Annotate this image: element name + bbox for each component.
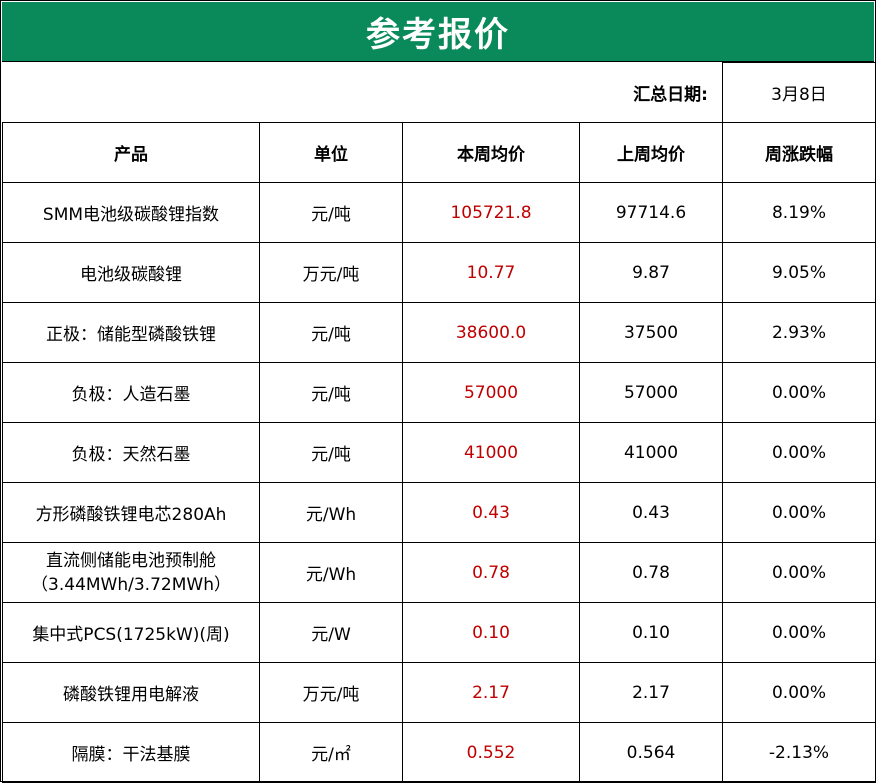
cell-product-line1: 直流侧储能电池预制舱 xyxy=(46,550,216,571)
cell-product: 负极：人造石墨 xyxy=(2,362,260,423)
summary-date-value: 3月8日 xyxy=(722,62,876,123)
column-header-unit: 单位 xyxy=(259,122,403,183)
cell-this-week: 38600.0 xyxy=(402,302,580,363)
table-row: 集中式PCS(1725kW)(周) 元/W 0.10 0.10 0.00% xyxy=(2,602,876,663)
cell-this-week: 0.552 xyxy=(402,722,580,783)
summary-spacer xyxy=(260,63,403,123)
cell-this-week: 0.43 xyxy=(402,482,580,543)
cell-this-week: 57000 xyxy=(402,362,580,423)
cell-change: 0.00% xyxy=(722,422,876,483)
cell-unit: 万元/吨 xyxy=(259,662,403,723)
cell-product: SMM电池级碳酸锂指数 xyxy=(2,182,260,243)
table-row: 直流侧储能电池预制舱 （3.44MWh/3.72MWh） 元/Wh 0.78 0… xyxy=(2,542,876,603)
cell-product: 方形磷酸铁锂电芯280Ah xyxy=(2,482,260,543)
summary-date-label: 汇总日期: xyxy=(633,84,708,105)
cell-last-week: 0.10 xyxy=(579,602,723,663)
cell-change: 0.00% xyxy=(722,482,876,543)
cell-last-week: 57000 xyxy=(579,362,723,423)
cell-this-week: 0.10 xyxy=(402,602,580,663)
cell-unit: 元/吨 xyxy=(259,182,403,243)
cell-last-week: 2.17 xyxy=(579,662,723,723)
cell-unit: 元/吨 xyxy=(259,302,403,363)
cell-this-week: 105721.8 xyxy=(402,182,580,243)
cell-product: 集中式PCS(1725kW)(周) xyxy=(2,602,260,663)
cell-unit: 元/㎡ xyxy=(259,722,403,783)
cell-unit: 元/W xyxy=(259,602,403,663)
cell-change: 9.05% xyxy=(722,242,876,303)
cell-product-line2: （3.44MWh/3.72MWh） xyxy=(31,574,231,595)
cell-change: 0.00% xyxy=(722,542,876,603)
summary-spacer xyxy=(3,63,260,123)
cell-change: 0.00% xyxy=(722,662,876,723)
table-row: 正极：储能型磷酸铁锂 元/吨 38600.0 37500 2.93% xyxy=(2,302,876,363)
table-row: 负极：人造石墨 元/吨 57000 57000 0.00% xyxy=(2,362,876,423)
table-row: SMM电池级碳酸锂指数 元/吨 105721.8 97714.6 8.19% xyxy=(2,182,876,243)
cell-unit: 万元/吨 xyxy=(259,242,403,303)
cell-this-week: 41000 xyxy=(402,422,580,483)
cell-last-week: 0.78 xyxy=(579,542,723,603)
table-row: 方形磷酸铁锂电芯280Ah 元/Wh 0.43 0.43 0.00% xyxy=(2,482,876,543)
price-table: 汇总日期: 3月8日 产品 单位 本周均价 上周均价 周涨跌幅 SMM电池级碳酸… xyxy=(2,62,876,783)
cell-unit: 元/吨 xyxy=(259,362,403,423)
cell-change: -2.13% xyxy=(722,722,876,783)
cell-product: 直流侧储能电池预制舱 （3.44MWh/3.72MWh） xyxy=(2,542,260,603)
cell-product: 负极：天然石墨 xyxy=(2,422,260,483)
column-header-change: 周涨跌幅 xyxy=(722,122,876,183)
cell-last-week: 9.87 xyxy=(579,242,723,303)
cell-change: 8.19% xyxy=(722,182,876,243)
column-header-product: 产品 xyxy=(2,122,260,183)
table-row: 电池级碳酸锂 万元/吨 10.77 9.87 9.05% xyxy=(2,242,876,303)
cell-change: 0.00% xyxy=(722,362,876,423)
cell-unit: 元/Wh xyxy=(259,482,403,543)
cell-product: 正极：储能型磷酸铁锂 xyxy=(2,302,260,363)
table-row: 负极：天然石墨 元/吨 41000 41000 0.00% xyxy=(2,422,876,483)
cell-last-week: 0.43 xyxy=(579,482,723,543)
cell-product: 隔膜：干法基膜 xyxy=(2,722,260,783)
summary-spacer xyxy=(403,63,580,123)
table-row: 磷酸铁锂用电解液 万元/吨 2.17 2.17 0.00% xyxy=(2,662,876,723)
cell-this-week: 10.77 xyxy=(402,242,580,303)
cell-last-week: 37500 xyxy=(579,302,723,363)
cell-last-week: 0.564 xyxy=(579,722,723,783)
cell-last-week: 97714.6 xyxy=(579,182,723,243)
cell-change: 0.00% xyxy=(722,602,876,663)
summary-date-row: 汇总日期: 3月8日 xyxy=(3,62,876,123)
cell-product: 电池级碳酸锂 xyxy=(2,242,260,303)
column-header-last-week: 上周均价 xyxy=(579,122,723,183)
sheet-title: 参考报价 xyxy=(2,2,874,62)
table-header-row: 产品 单位 本周均价 上周均价 周涨跌幅 xyxy=(2,122,876,183)
column-header-this-week: 本周均价 xyxy=(402,122,580,183)
cell-unit: 元/Wh xyxy=(259,542,403,603)
cell-product: 磷酸铁锂用电解液 xyxy=(2,662,260,723)
cell-change: 2.93% xyxy=(722,302,876,363)
cell-unit: 元/吨 xyxy=(259,422,403,483)
cell-this-week: 0.78 xyxy=(402,542,580,603)
cell-last-week: 41000 xyxy=(579,422,723,483)
cell-this-week: 2.17 xyxy=(402,662,580,723)
table-row: 隔膜：干法基膜 元/㎡ 0.552 0.564 -2.13% xyxy=(2,722,876,783)
